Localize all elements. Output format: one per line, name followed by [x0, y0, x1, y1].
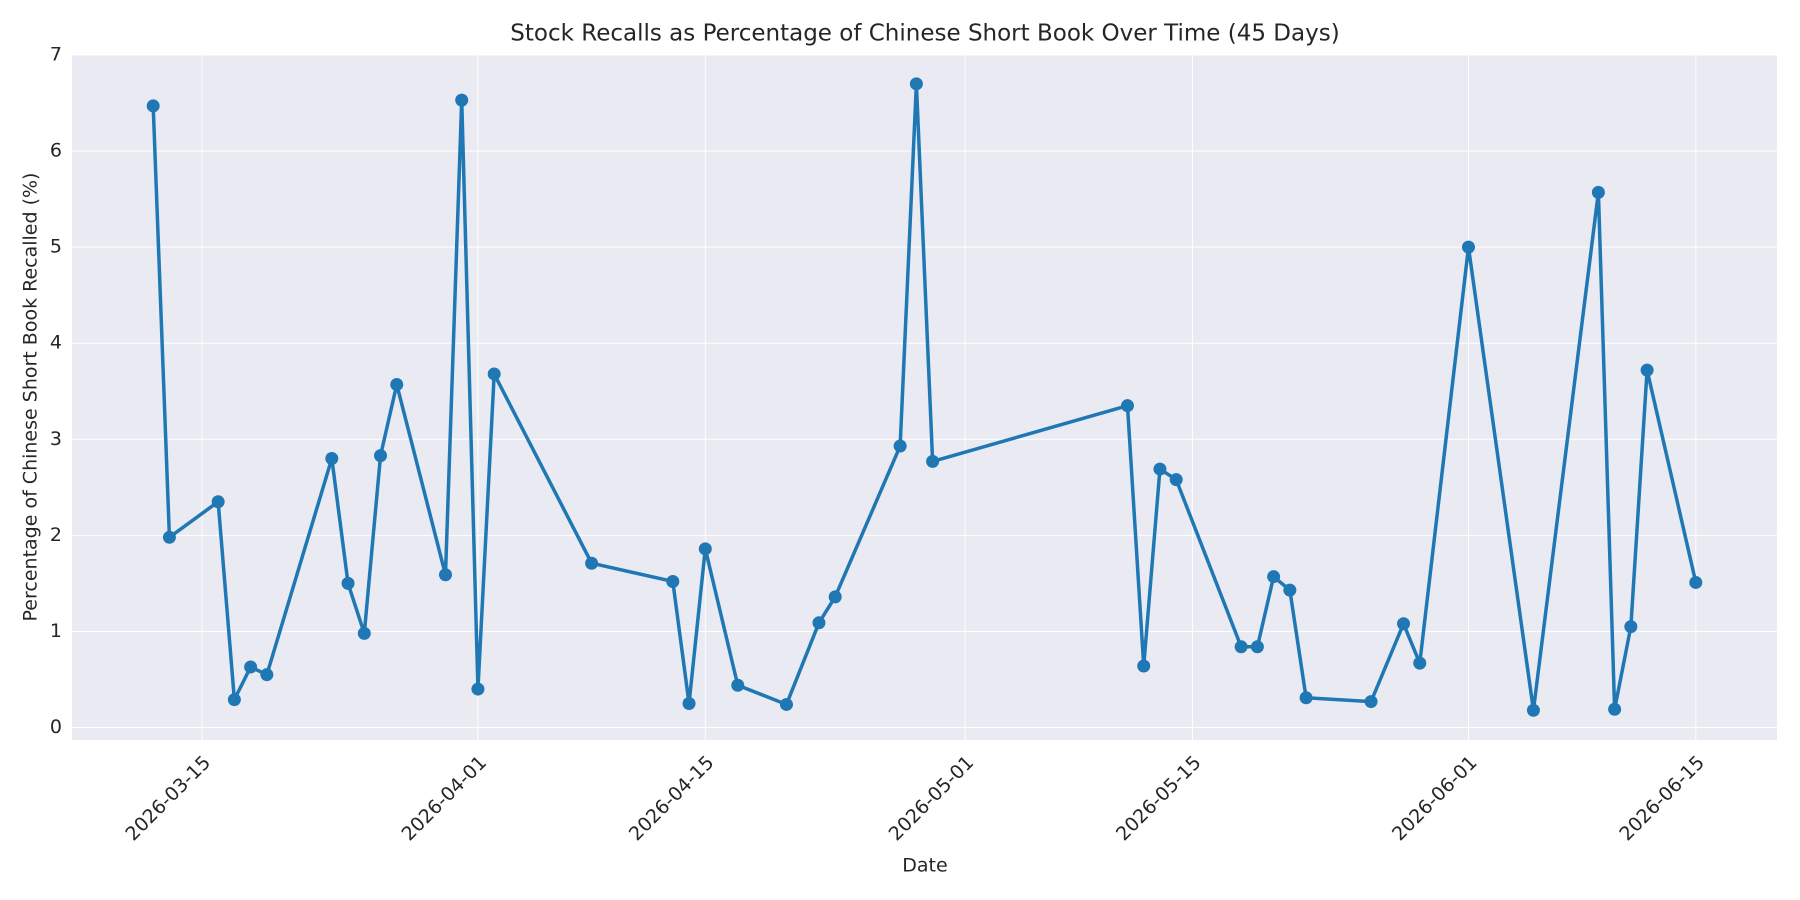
data-point [1591, 185, 1605, 199]
data-point [1137, 659, 1151, 673]
data-point [325, 452, 339, 466]
y-tick-label: 6 [50, 140, 62, 162]
x-tick-label: 2026-04-01 [397, 752, 491, 846]
data-point [1461, 240, 1475, 254]
data-point [162, 530, 176, 544]
data-point [1640, 363, 1654, 377]
y-tick-label: 4 [50, 332, 62, 354]
x-tick-label: 2026-05-01 [885, 752, 979, 846]
data-point [1364, 695, 1378, 709]
data-point [455, 93, 469, 107]
data-point [828, 590, 842, 604]
plot-area [72, 55, 1777, 740]
data-point [1397, 617, 1411, 631]
data-point [1413, 656, 1427, 670]
y-axis-label: Percentage of Chinese Short Book Recalle… [20, 173, 42, 622]
y-tick-label: 3 [50, 428, 62, 450]
data-point [585, 556, 599, 570]
x-tick-label: 2026-04-15 [625, 752, 719, 846]
data-point [666, 574, 680, 588]
data-point [390, 378, 404, 392]
data-point [227, 693, 241, 707]
data-point [487, 367, 501, 381]
data-point [211, 495, 225, 509]
data-point [341, 576, 355, 590]
data-point [1283, 583, 1297, 597]
data-point [1120, 399, 1134, 413]
data-point [1299, 691, 1313, 705]
data-point [1153, 462, 1167, 476]
chart-title: Stock Recalls as Percentage of Chinese S… [510, 21, 1339, 47]
data-point [374, 449, 388, 463]
data-point [1234, 640, 1248, 654]
data-point [779, 697, 793, 711]
x-tick-label: 2026-06-01 [1388, 752, 1482, 846]
x-tick-label: 2026-05-15 [1112, 752, 1206, 846]
data-point [357, 626, 371, 640]
x-tick-label: 2026-03-15 [121, 752, 215, 846]
y-tick-label: 0 [50, 716, 62, 738]
data-point [926, 454, 940, 468]
y-tick-label: 1 [50, 620, 62, 642]
data-point [1267, 570, 1281, 584]
x-axis-label: Date [902, 855, 947, 877]
y-tick-label: 7 [50, 44, 62, 66]
y-tick-label: 2 [50, 524, 62, 546]
data-point [260, 668, 274, 682]
data-point [1250, 640, 1264, 654]
data-point [731, 678, 745, 692]
y-tick-label: 5 [50, 236, 62, 258]
data-point [1526, 703, 1540, 717]
data-point [438, 568, 452, 582]
data-point [1169, 473, 1183, 487]
data-point [146, 99, 160, 113]
data-point [909, 77, 923, 91]
data-point [682, 696, 696, 710]
data-point [893, 439, 907, 453]
data-point [1608, 702, 1622, 716]
data-point [244, 660, 258, 674]
data-point [698, 542, 712, 556]
data-point [812, 616, 826, 630]
x-tick-label: 2026-06-15 [1615, 752, 1709, 846]
data-point [1689, 575, 1703, 589]
data-point [1624, 620, 1638, 634]
data-point [471, 682, 485, 696]
